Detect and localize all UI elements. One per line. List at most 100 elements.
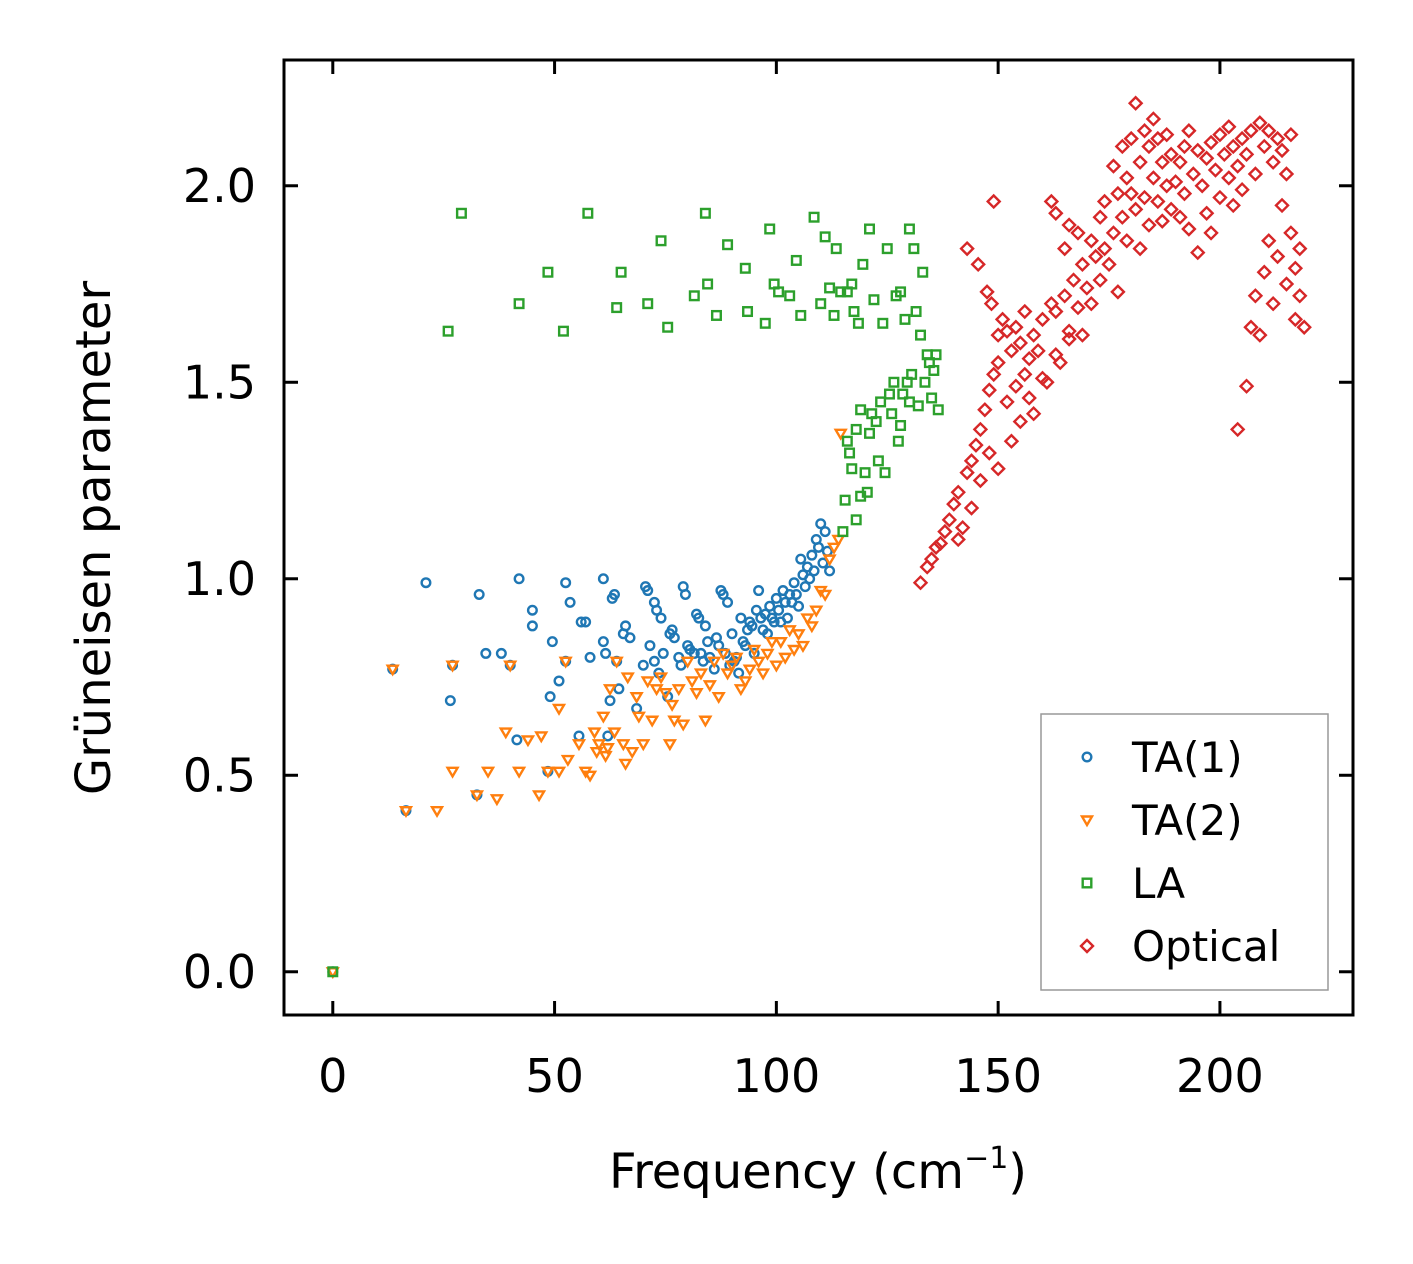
data-point (1234, 181, 1250, 198)
data-point (598, 750, 613, 763)
x-tick-label: 150 (954, 1049, 1042, 1103)
data-point (1212, 126, 1228, 143)
data-point (946, 496, 962, 512)
data-point (729, 652, 744, 665)
data-point (1079, 280, 1095, 296)
data-point (769, 660, 784, 673)
data-point (760, 648, 775, 661)
data-point (1238, 146, 1255, 163)
data-point (791, 629, 806, 642)
data-point (1176, 185, 1193, 202)
data-point (503, 660, 518, 673)
data-point (1283, 126, 1299, 143)
data-point (1105, 158, 1122, 174)
data-point (864, 223, 876, 235)
data-point (923, 551, 940, 567)
data-point (848, 306, 860, 318)
data-point (835, 286, 847, 298)
axis-ticks (284, 60, 1353, 1015)
data-point (815, 518, 827, 530)
legend: TA(1) TA(2) LA Optical (1040, 713, 1329, 991)
data-point (844, 447, 856, 459)
data-point (1088, 248, 1104, 265)
data-point (720, 668, 735, 681)
data-point (620, 672, 635, 685)
data-point (781, 612, 793, 624)
data-point (668, 632, 680, 644)
data-point (1256, 138, 1272, 155)
data-point (693, 612, 705, 624)
data-point (990, 461, 1006, 477)
data-point (773, 286, 785, 298)
data-point (624, 632, 636, 644)
data-point (702, 278, 714, 290)
data-point (711, 691, 726, 705)
data-point (787, 644, 802, 657)
data-point (1292, 288, 1308, 304)
data-point (575, 616, 587, 628)
data-point (609, 656, 624, 669)
data-point (513, 298, 525, 310)
data-point (587, 727, 602, 740)
data-point (582, 207, 594, 219)
data-point (899, 313, 911, 325)
data-point (1203, 225, 1219, 241)
data-point (597, 573, 609, 585)
data-point (892, 435, 904, 447)
y-tick-label: 1.5 (183, 355, 256, 409)
data-point (800, 613, 815, 626)
data-point (398, 805, 414, 819)
data-point (597, 636, 609, 648)
data-point (1229, 158, 1246, 174)
data-point (1163, 201, 1179, 218)
data-point (1287, 311, 1304, 328)
data-point (877, 317, 889, 329)
data-point (870, 416, 882, 428)
data-point (495, 647, 507, 659)
data-point (557, 325, 569, 337)
legend-label: TA(1) (1131, 733, 1243, 782)
data-point (779, 596, 791, 608)
data-point (784, 290, 796, 302)
data-point (986, 193, 1002, 210)
data-point (1181, 221, 1197, 237)
data-point (1003, 343, 1020, 359)
data-point (915, 329, 927, 341)
data-point (1283, 225, 1299, 241)
data-point (839, 494, 851, 506)
data-point (919, 376, 931, 388)
data-point (662, 321, 674, 333)
data-point (1163, 146, 1179, 163)
data-point (932, 404, 944, 416)
data-point (640, 676, 655, 689)
data-point (1074, 256, 1091, 273)
data-point (1265, 295, 1281, 312)
data-point (649, 684, 664, 697)
data-point (513, 573, 525, 585)
data-point (1136, 189, 1153, 206)
data-point (1025, 406, 1042, 422)
data-point (846, 463, 858, 475)
legend-entry: TA(1) (1081, 733, 1243, 782)
data-point (420, 577, 432, 589)
data-point (596, 711, 611, 724)
data-point (551, 703, 567, 716)
data-point (1012, 413, 1029, 430)
data-point (735, 612, 747, 624)
data-point (895, 286, 907, 298)
data-point (1070, 299, 1086, 316)
data-point (1292, 240, 1308, 257)
plot-frame (282, 58, 1355, 1017)
data-point (1123, 130, 1139, 147)
data-point (795, 309, 807, 321)
data-point (813, 541, 825, 553)
data-point (1021, 390, 1037, 406)
data-point (1225, 138, 1241, 155)
data-point (746, 620, 758, 632)
data-point (676, 719, 691, 732)
data-point (667, 715, 682, 728)
data-point (544, 691, 556, 703)
data-point (850, 514, 862, 526)
data-point (972, 472, 989, 489)
data-point (710, 309, 722, 321)
